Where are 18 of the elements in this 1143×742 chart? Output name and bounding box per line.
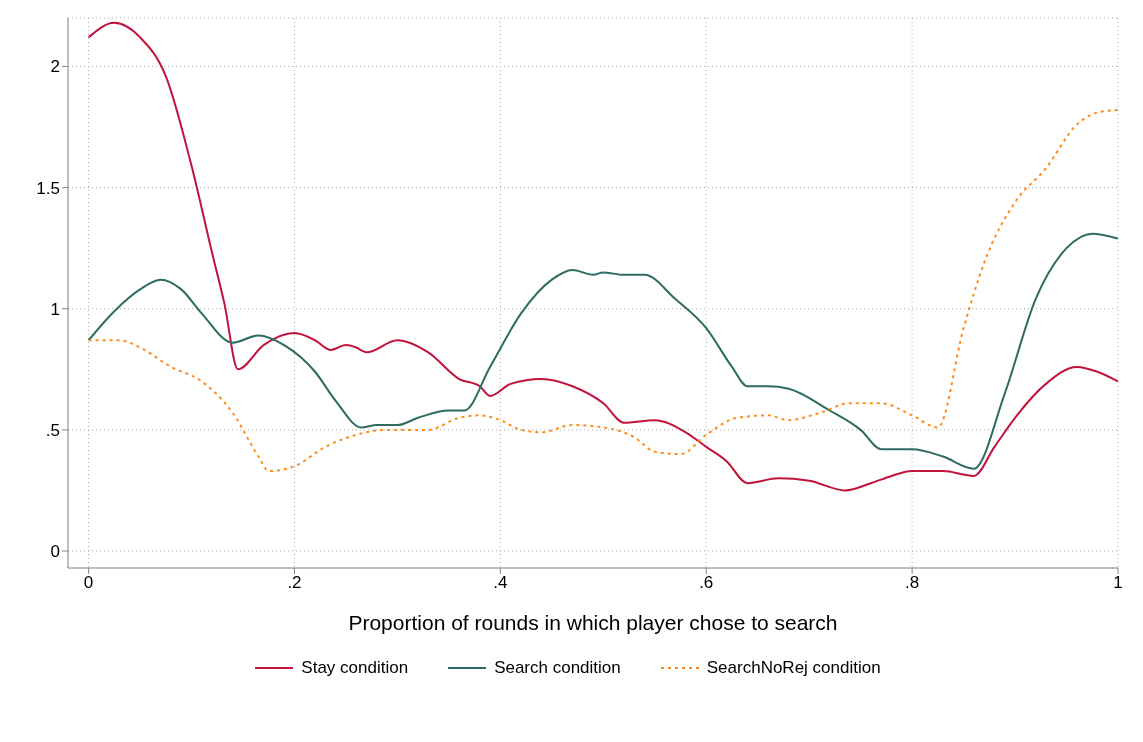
y-tick-label: 0 bbox=[50, 542, 60, 562]
legend-label: Stay condition bbox=[301, 658, 409, 678]
y-tick-label: 1.5 bbox=[36, 178, 60, 198]
x-tick-label: .4 bbox=[493, 573, 508, 593]
y-tick-label: 1 bbox=[50, 299, 60, 319]
line-series bbox=[87, 21, 1118, 492]
y-tick-label: .5 bbox=[45, 420, 60, 440]
line-series bbox=[87, 109, 1118, 473]
x-tick-label: .6 bbox=[699, 573, 714, 593]
x-tick-label: .8 bbox=[905, 573, 920, 593]
legend-label: Search condition bbox=[494, 658, 621, 678]
x-tick-label: 1 bbox=[1113, 573, 1123, 593]
y-tick-label: 2 bbox=[50, 57, 60, 77]
line-series bbox=[87, 232, 1118, 470]
x-tick-label: 0 bbox=[83, 573, 94, 593]
x-axis-title: Proportion of rounds in which player chose to search bbox=[348, 611, 838, 634]
legend-label: SearchNoRej condition bbox=[706, 658, 881, 678]
x-tick-label: .2 bbox=[287, 573, 302, 593]
